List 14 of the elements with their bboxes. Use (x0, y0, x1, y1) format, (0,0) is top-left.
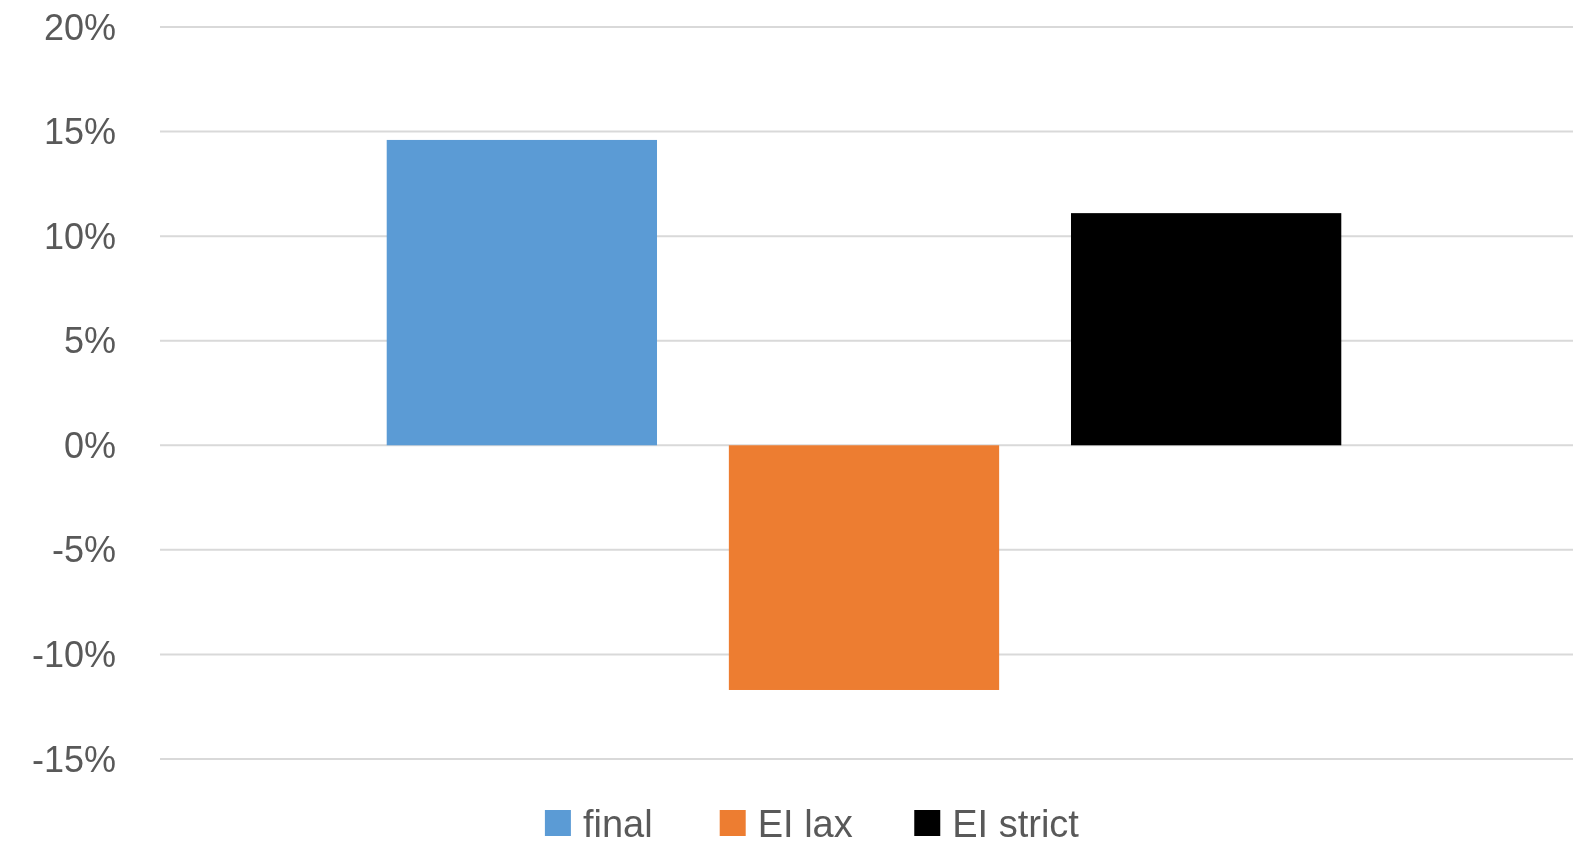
y-tick-label: 0% (63, 424, 116, 466)
bar (386, 139, 657, 446)
y-tick-label: 15% (43, 111, 116, 153)
bar (1071, 213, 1342, 446)
y-tick-label: 10% (43, 215, 116, 257)
legend-label: EI strict (952, 803, 1080, 845)
y-tick-label: -10% (31, 634, 116, 676)
y-tick-label: 5% (63, 320, 116, 362)
bar (728, 445, 1000, 690)
y-tick-label: 20% (43, 6, 116, 48)
legend-label: final (582, 803, 653, 845)
y-tick-label: -15% (31, 738, 116, 780)
legend-label: EI lax (757, 803, 853, 845)
y-tick-label: -5% (51, 529, 116, 571)
